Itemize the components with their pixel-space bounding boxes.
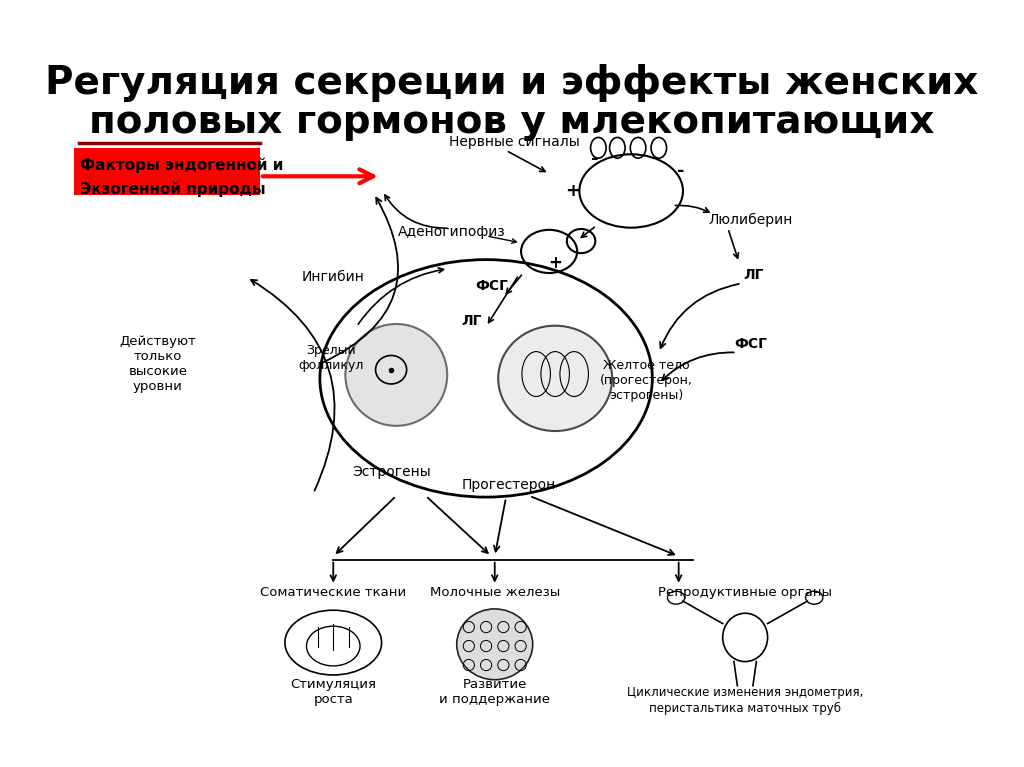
Text: ФСГ: ФСГ bbox=[475, 279, 508, 293]
Text: ЛГ: ЛГ bbox=[461, 314, 481, 328]
Ellipse shape bbox=[457, 609, 532, 680]
Text: -: - bbox=[591, 150, 599, 168]
Text: Молочные железы: Молочные железы bbox=[430, 586, 560, 599]
Text: Люлиберин: Люлиберин bbox=[709, 212, 793, 226]
Text: Нервные сигналы: Нервные сигналы bbox=[450, 135, 580, 149]
Text: Экзогенной природы: Экзогенной природы bbox=[80, 182, 266, 197]
Text: Регуляция секреции и эффекты женских: Регуляция секреции и эффекты женских bbox=[45, 64, 979, 102]
Text: Действуют
только
высокие
уровни: Действуют только высокие уровни bbox=[120, 334, 197, 393]
Text: -: - bbox=[678, 162, 685, 180]
Text: Факторы эндогенной и: Факторы эндогенной и bbox=[80, 157, 284, 173]
Ellipse shape bbox=[345, 324, 447, 426]
Text: Зрелый
фолликул: Зрелый фолликул bbox=[298, 344, 364, 372]
Text: Развитие
и поддержание: Развитие и поддержание bbox=[439, 678, 550, 706]
Ellipse shape bbox=[499, 326, 612, 431]
FancyBboxPatch shape bbox=[74, 148, 260, 196]
Text: Прогестерон: Прогестерон bbox=[462, 478, 556, 492]
Text: Эстрогены: Эстрогены bbox=[351, 465, 430, 479]
Text: +: + bbox=[565, 182, 580, 200]
Text: Ингибин: Ингибин bbox=[302, 270, 365, 285]
Text: Аденогипофиз: Аденогипофиз bbox=[397, 225, 506, 239]
Text: Циклические изменения эндометрия,
перистальтика маточных труб: Циклические изменения эндометрия, перист… bbox=[627, 686, 863, 715]
Text: ФСГ: ФСГ bbox=[734, 337, 767, 351]
Text: Желтое тело
(прогестерон,
эстрогены): Желтое тело (прогестерон, эстрогены) bbox=[600, 360, 693, 403]
Text: Репродуктивные органы: Репродуктивные органы bbox=[658, 586, 833, 599]
Text: половых гормонов у млекопитающих: половых гормонов у млекопитающих bbox=[89, 103, 935, 141]
Text: ЛГ: ЛГ bbox=[743, 268, 764, 281]
Text: +: + bbox=[548, 254, 562, 272]
Text: Соматические ткани: Соматические ткани bbox=[260, 586, 407, 599]
Text: Стимуляция
роста: Стимуляция роста bbox=[290, 678, 376, 706]
